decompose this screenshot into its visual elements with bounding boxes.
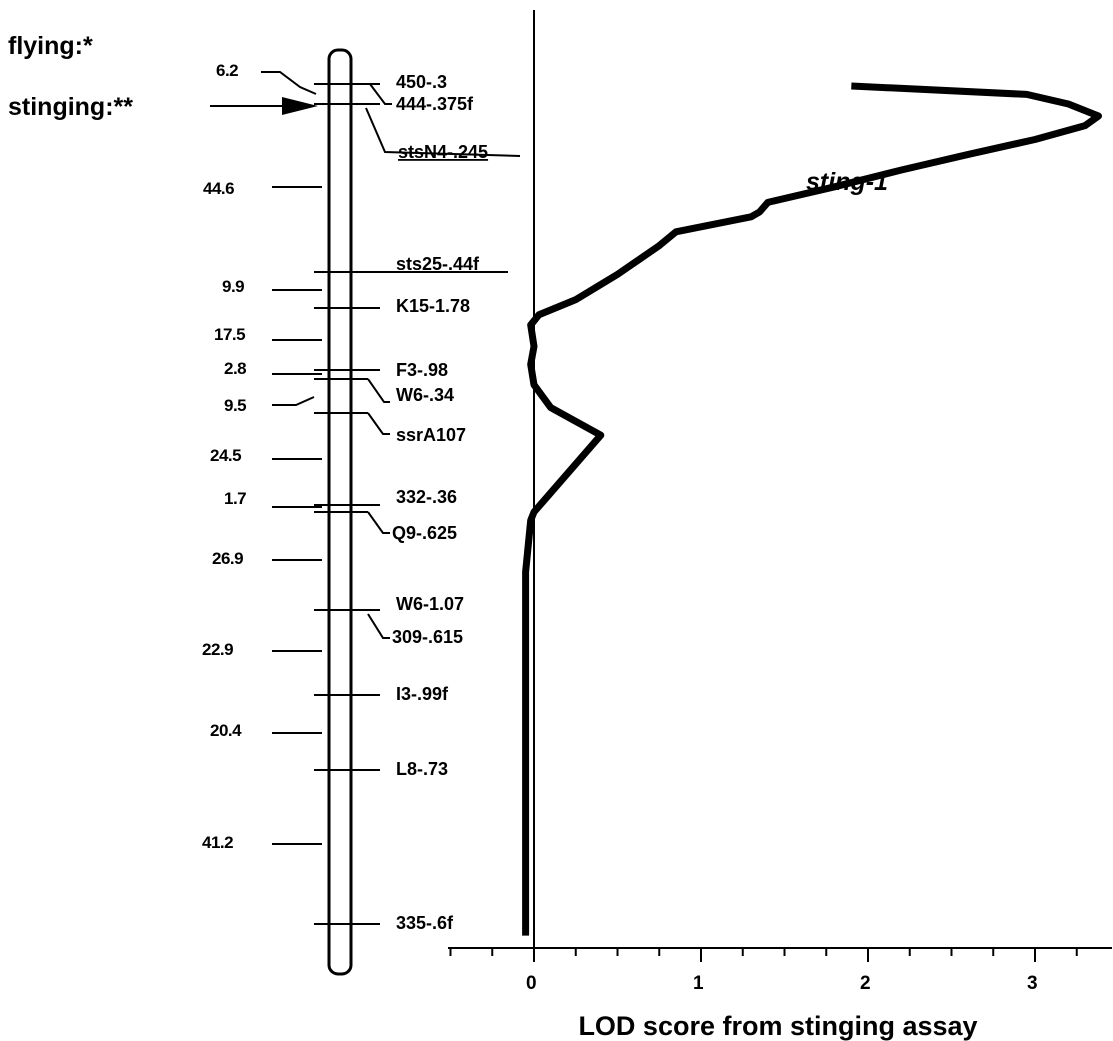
distance-labels: 6.2 44.6 9.9 17.5 2.8 9.5 24.5 1.7 26.9 … <box>202 61 247 852</box>
distance-label: 44.6 <box>203 179 234 198</box>
distance-label: 26.9 <box>212 549 243 568</box>
marker-label: 332-.36 <box>396 487 457 507</box>
distance-label: 24.5 <box>210 446 241 465</box>
marker-label: I3-.99f <box>396 684 449 704</box>
x-tick-label: 1 <box>693 973 704 994</box>
marker-label: ssrA107 <box>396 425 466 445</box>
distance-label: 2.8 <box>224 359 246 378</box>
marker-label: 450-.3 <box>396 72 447 92</box>
marker-label: stsN4-.245 <box>398 142 488 162</box>
distance-label: 41.2 <box>202 833 233 852</box>
distance-label: 9.5 <box>224 396 246 415</box>
x-axis-tick-labels: 0 1 2 3 <box>526 973 1038 994</box>
marker-label: Q9-.625 <box>392 523 457 543</box>
marker-label: W6-1.07 <box>396 594 464 614</box>
marker-label: F3-.98 <box>396 360 448 380</box>
x-axis-title: LOD score from stinging assay <box>578 1011 977 1041</box>
x-tick-label: 3 <box>1027 973 1038 994</box>
x-tick-label: 2 <box>860 973 871 994</box>
x-axis-major-ticks <box>533 948 1036 962</box>
stinging-arrow-icon <box>210 97 318 115</box>
marker-connectors <box>365 83 521 639</box>
marker-label: 309-.615 <box>392 627 463 647</box>
distance-label: 6.2 <box>216 61 238 80</box>
marker-labels: 450-.3 444-.375f stsN4-.245 sts25-.44f K… <box>392 72 488 933</box>
curve-name-label: sting-1 <box>806 168 888 196</box>
stinging-label: stinging:** <box>8 93 133 121</box>
distance-label: 17.5 <box>214 325 245 344</box>
marker-label: 335-.6f <box>396 913 454 933</box>
marker-label: L8-.73 <box>396 759 448 779</box>
distance-label: 22.9 <box>202 640 233 659</box>
marker-label: K15-1.78 <box>396 296 470 316</box>
lod-curve-line <box>522 82 1102 936</box>
marker-label: W6-.34 <box>396 385 454 405</box>
distance-label: 1.7 <box>224 489 246 508</box>
distance-ticks <box>261 71 322 845</box>
x-axis-minor-ticks <box>449 948 1078 956</box>
distance-label: 9.9 <box>222 277 244 296</box>
marker-ticks <box>314 83 508 925</box>
marker-label: sts25-.44f <box>396 254 480 274</box>
distance-label: 20.4 <box>210 721 242 740</box>
marker-label: 444-.375f <box>396 94 474 114</box>
flying-label: flying:* <box>8 32 93 60</box>
x-tick-label: 0 <box>526 973 537 994</box>
